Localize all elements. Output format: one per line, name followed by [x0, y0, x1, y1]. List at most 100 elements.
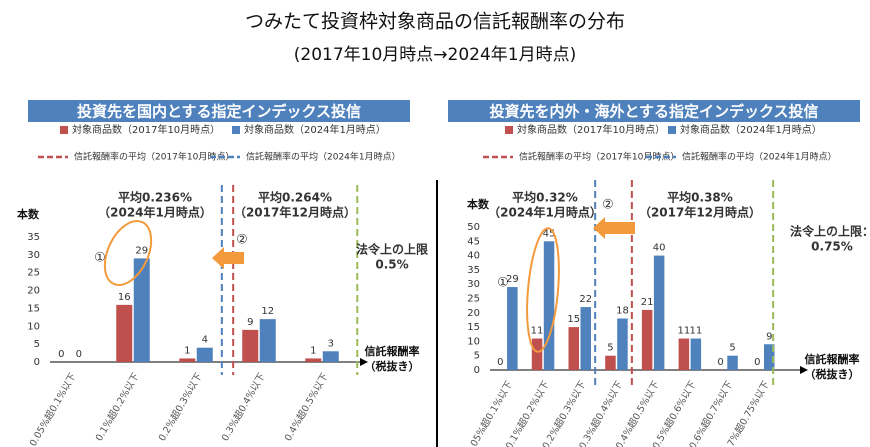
y-tick-label: 10: [27, 321, 40, 332]
value-label: 18: [616, 306, 629, 317]
value-label: 12: [261, 306, 274, 317]
value-label: 0: [497, 357, 503, 368]
page-title: つみたて投資枠対象商品の信託報酬率の分布: [245, 11, 625, 33]
bar: [179, 358, 196, 362]
value-label: 0: [717, 357, 723, 368]
value-label: 0: [76, 349, 82, 360]
legend-label: 信託報酬率の平均（2017年10月時点）: [519, 151, 679, 163]
x-axis-title: 信託報酬率: [805, 352, 860, 366]
x-tick-label: 0.05%超0.1%以下: [463, 379, 515, 447]
value-label: 0: [58, 349, 64, 360]
value-label: 11: [677, 326, 690, 337]
annotation-marker: ②: [236, 233, 248, 248]
x-tick-label: 0.3%超0.4%以下: [219, 371, 268, 443]
bar: [507, 287, 518, 370]
value-label: 29: [135, 245, 148, 256]
y-tick-label: 5: [474, 351, 480, 362]
reference-label: 平均0.38%: [667, 190, 733, 205]
x-tick-label: 0.1%超0.2%以下: [93, 371, 142, 443]
legend-label: 信託報酬率の平均（2024年1月時点）: [246, 151, 401, 163]
bar: [727, 355, 738, 370]
bar: [690, 338, 702, 370]
y-tick-label: 40: [467, 251, 480, 262]
page-subtitle: (2017年10月時点→2024年1月時点): [294, 45, 576, 65]
value-label: 9: [247, 317, 253, 328]
value-label: 16: [118, 292, 131, 303]
y-tick-label: 25: [27, 268, 40, 279]
bar: [133, 258, 150, 362]
value-label: 21: [641, 297, 654, 308]
y-axis-title: 本数: [17, 207, 40, 221]
reference-label: 0.5%: [375, 258, 408, 272]
y-tick-label: 20: [27, 286, 40, 297]
y-tick-label: 25: [467, 294, 480, 305]
bar: [305, 358, 322, 362]
x-tick-label: 0.4%超0.5%以下: [282, 371, 331, 443]
value-label: 0: [754, 357, 760, 368]
legend-label: 対象商品数（2017年10月時点）: [72, 123, 220, 136]
legend-label: 対象商品数（2024年1月時点）: [244, 123, 386, 136]
value-label: 22: [579, 294, 592, 305]
bar: [531, 338, 543, 370]
x-axis-arrow: [360, 358, 368, 366]
value-label: 3: [328, 338, 334, 349]
reference-label: 法令上の上限: [356, 242, 428, 257]
annotation-marker: ②: [602, 198, 614, 213]
y-tick-label: 50: [467, 222, 480, 233]
legend-swatch: [505, 126, 513, 134]
bar: [116, 304, 133, 362]
value-label: 29: [506, 274, 519, 285]
x-tick-label: 0.05%超0.1%以下: [27, 371, 79, 447]
highlight-ellipse: [103, 220, 153, 286]
y-tick-label: 35: [27, 232, 40, 243]
reference-label: 法令上の上限：: [790, 224, 870, 239]
value-label: 45: [543, 228, 556, 239]
y-tick-label: 15: [27, 303, 40, 314]
bar: [678, 338, 690, 370]
y-tick-label: 0: [474, 365, 480, 376]
y-tick-label: 20: [467, 308, 480, 319]
legend-swatch: [60, 126, 68, 134]
y-tick-label: 15: [467, 322, 480, 333]
reference-label: （2024年1月時点）: [488, 205, 602, 220]
value-label: 40: [653, 243, 666, 254]
bar: [322, 351, 339, 362]
x-axis-title: （税抜き）: [365, 359, 420, 373]
y-tick-label: 5: [34, 339, 40, 350]
value-label: 15: [567, 314, 580, 325]
bar: [641, 309, 653, 370]
y-tick-label: 35: [467, 265, 480, 276]
highlight-arrow: [593, 217, 635, 239]
y-tick-label: 45: [467, 236, 480, 247]
y-tick-label: 30: [467, 279, 480, 290]
reference-label: 0.75%: [811, 240, 853, 254]
panel-title: 投資先を内外・海外とする指定インデックス投信: [489, 103, 818, 121]
panel-banner: [448, 100, 860, 122]
bar: [196, 347, 213, 362]
value-label: 1: [184, 345, 190, 356]
reference-label: 平均0.32%: [512, 190, 578, 205]
bar: [653, 255, 665, 370]
reference-label: 平均0.264%: [258, 190, 332, 205]
y-tick-label: 30: [27, 250, 40, 261]
value-label: 1: [310, 345, 316, 356]
bar: [242, 329, 259, 362]
y-tick-label: 0: [34, 357, 40, 368]
reference-label: （2024年1月時点）: [98, 205, 212, 220]
reference-label: （2017年12月時点）: [639, 205, 761, 220]
legend-label: 信託報酬率の平均（2017年10月時点）: [74, 151, 234, 163]
bar: [580, 307, 591, 370]
legend-swatch: [668, 126, 676, 134]
y-axis-title: 本数: [467, 197, 490, 211]
highlight-arrow: [212, 247, 244, 269]
x-axis-title: （税抜き）: [805, 367, 860, 381]
x-axis-title: 信託報酬率: [365, 344, 420, 358]
bar: [568, 327, 579, 370]
legend-label: 対象商品数（2017年10月時点）: [517, 123, 665, 136]
bar: [764, 344, 775, 370]
bar: [617, 318, 628, 370]
reference-label: （2017年12月時点）: [234, 205, 356, 220]
value-label: 4: [202, 335, 208, 346]
bar: [543, 241, 555, 370]
